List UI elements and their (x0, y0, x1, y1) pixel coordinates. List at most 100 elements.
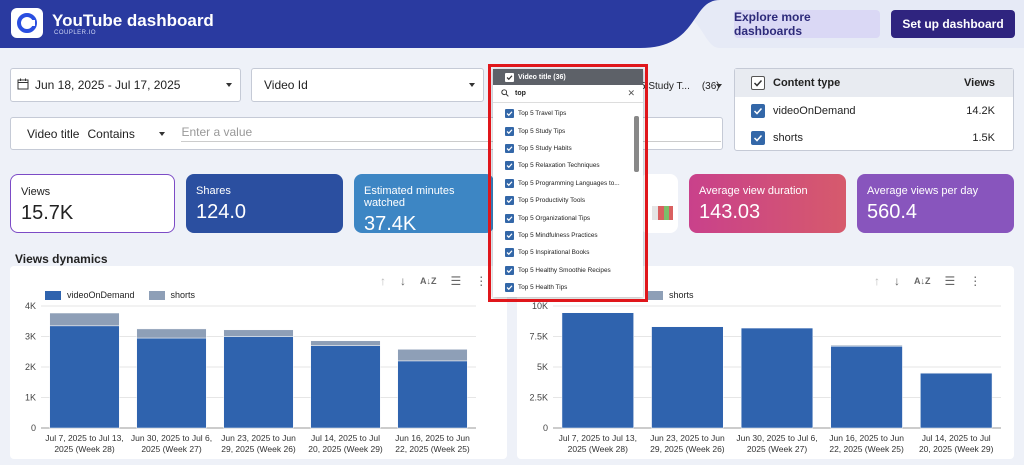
option-checkbox[interactable] (505, 213, 514, 223)
condition-select[interactable]: Contains (87, 127, 167, 141)
filter-icon[interactable]: ☰ (944, 274, 956, 288)
table-row[interactable]: shorts 1.5K (735, 124, 1013, 151)
option-checkbox[interactable] (505, 265, 514, 275)
kpi-label: Average view duration (699, 185, 808, 197)
dropdown-option[interactable]: Top 5 Health Tips (493, 279, 633, 296)
chart-legend: videoOnDemand shorts (45, 290, 195, 300)
dropdown-title: Video title (36) (518, 73, 566, 81)
kpi-value: 37.4K (364, 213, 417, 235)
option-label: Top 5 Health Tips (518, 284, 568, 292)
table-header: Content type Views (735, 69, 1013, 97)
kpi-card-avg-duration[interactable]: Average view duration 143.03 (689, 174, 846, 233)
option-checkbox[interactable] (505, 283, 514, 293)
option-checkbox[interactable] (505, 161, 514, 171)
y-tick-label: 7.5K (529, 332, 548, 342)
filter-icon[interactable]: ☰ (450, 274, 462, 288)
kpi-value: 143.03 (699, 201, 761, 223)
y-tick-label: 0 (543, 423, 548, 433)
y-tick-label: 4K (25, 301, 36, 311)
dropdown-option[interactable]: Top 5 Healthy Smoothie Recipes (493, 262, 633, 279)
date-range-value: Jun 18, 2025 - Jul 17, 2025 (35, 78, 181, 92)
select-all-checkbox[interactable] (505, 72, 514, 82)
y-tick-label: 0 (31, 423, 36, 433)
bar-vod (397, 360, 468, 429)
x-tick-label: Jun 16, 2025 to Jun (395, 433, 470, 443)
more-vert-icon[interactable]: ⋮ (969, 274, 982, 288)
condition-value: Contains (87, 126, 135, 141)
explore-dashboards-button[interactable]: Explore more dashboards (734, 10, 880, 38)
row-checkbox[interactable] (751, 103, 765, 118)
mini-bar-icon (652, 206, 673, 220)
content-type-table: Content type Views videoOnDemand 14.2K s… (734, 68, 1014, 151)
dropdown-option[interactable]: Top 5 Organizational Tips (493, 209, 633, 226)
chevron-down-icon (226, 83, 232, 87)
filter-value-input[interactable]: Enter a value (181, 125, 722, 142)
column-header-content-type: Content type (773, 77, 841, 89)
legend-label: videoOnDemand (67, 290, 135, 300)
x-tick-label: Jun 23, 2025 to Jun (650, 433, 725, 443)
option-label: Top 5 Travel Tips (518, 110, 567, 118)
more-vert-icon[interactable]: ⋮ (475, 274, 488, 288)
kpi-card-avg-per-day[interactable]: Average views per day 560.4 (857, 174, 1014, 233)
coupler-logo-icon (11, 8, 43, 38)
kpi-card-views[interactable]: Views 15.7K (10, 174, 175, 233)
x-tick-label: Jun 30, 2025 to Jul 6, (736, 433, 817, 443)
option-checkbox[interactable] (505, 126, 514, 136)
x-tick-label: Jul 14, 2025 to Jul (922, 433, 991, 443)
option-label: Top 5 Healthy Smoothie Recipes (518, 266, 611, 274)
setup-dashboard-button[interactable]: Set up dashboard (891, 10, 1015, 38)
arrow-up-icon[interactable]: ↑ (874, 274, 880, 288)
arrow-down-icon[interactable]: ↓ (400, 274, 406, 288)
dropdown-option[interactable]: Top 5 Travel Tips (493, 105, 633, 122)
views-dynamics-title: Views dynamics (15, 252, 108, 266)
y-tick-label: 10K (532, 301, 548, 311)
sort-az-icon[interactable]: A↓Z (914, 276, 931, 286)
option-checkbox[interactable] (505, 178, 514, 188)
option-checkbox[interactable] (505, 230, 514, 240)
kpi-label: Estimated minutes watched (364, 185, 455, 209)
dropdown-option[interactable]: Top 5 Relaxation Techniques (493, 157, 633, 174)
option-checkbox[interactable] (505, 109, 514, 119)
option-checkbox[interactable] (505, 143, 514, 153)
dropdown-option[interactable]: Top 5 Study Habits (493, 140, 633, 157)
calendar-icon (17, 78, 29, 93)
dropdown-option[interactable]: Top 5 Mindfulness Practices (493, 227, 633, 244)
kpi-card-shares[interactable]: Shares 124.0 (186, 174, 343, 233)
y-tick-label: 5K (537, 362, 548, 372)
x-tick-label: 2025 (Week 28) (54, 444, 114, 454)
dropdown-option[interactable]: Top 5 Study Tips (493, 122, 633, 139)
option-label: Top 5 Productivity Tools (518, 197, 586, 205)
table-row[interactable]: videoOnDemand 14.2K (735, 97, 1013, 124)
column-header-views: Views (964, 77, 995, 89)
bar-shorts (310, 340, 381, 346)
select-all-checkbox[interactable] (751, 76, 765, 90)
sort-az-icon[interactable]: A↓Z (420, 276, 437, 286)
row-checkbox[interactable] (751, 130, 765, 145)
video-id-label: Video Id (264, 78, 308, 92)
kpi-card-minutes[interactable]: Estimated minutes watched 37.4K (354, 174, 494, 235)
search-input[interactable]: top (515, 90, 526, 97)
study-tips-filter[interactable]: 5 Study T... (36) (640, 72, 724, 100)
dropdown-option[interactable]: Top 5 Productivity Tools (493, 192, 633, 209)
dropdown-option[interactable]: Top 5 Inspirational Books (493, 244, 633, 261)
x-tick-label: Jul 14, 2025 to Jul (311, 433, 380, 443)
close-icon[interactable]: ✕ (627, 88, 635, 98)
chart-toolbar: ↑ ↓ A↓Z ☰ ⋮ (380, 274, 487, 288)
dropdown-option[interactable]: Top 5 Programming Languages to... (493, 175, 633, 192)
bar-vod (136, 337, 207, 429)
bar-vod (651, 326, 724, 429)
dropdown-scrollbar[interactable] (634, 116, 639, 172)
bar-shorts (397, 349, 468, 362)
chevron-down-icon (159, 131, 166, 136)
dropdown-search[interactable]: top ✕ (493, 85, 643, 103)
bar-vod (49, 325, 120, 429)
x-tick-label: Jul 7, 2025 to Jul 13, (559, 433, 637, 443)
option-checkbox[interactable] (505, 196, 514, 206)
app-subtitle: COUPLER.IO (54, 30, 97, 36)
arrow-up-icon[interactable]: ↑ (380, 274, 386, 288)
option-label: Top 5 Mindfulness Practices (518, 231, 598, 239)
video-id-filter[interactable]: Video Id (251, 68, 484, 102)
option-checkbox[interactable] (505, 248, 514, 258)
arrow-down-icon[interactable]: ↓ (894, 274, 900, 288)
date-range-picker[interactable]: Jun 18, 2025 - Jul 17, 2025 (10, 68, 241, 102)
